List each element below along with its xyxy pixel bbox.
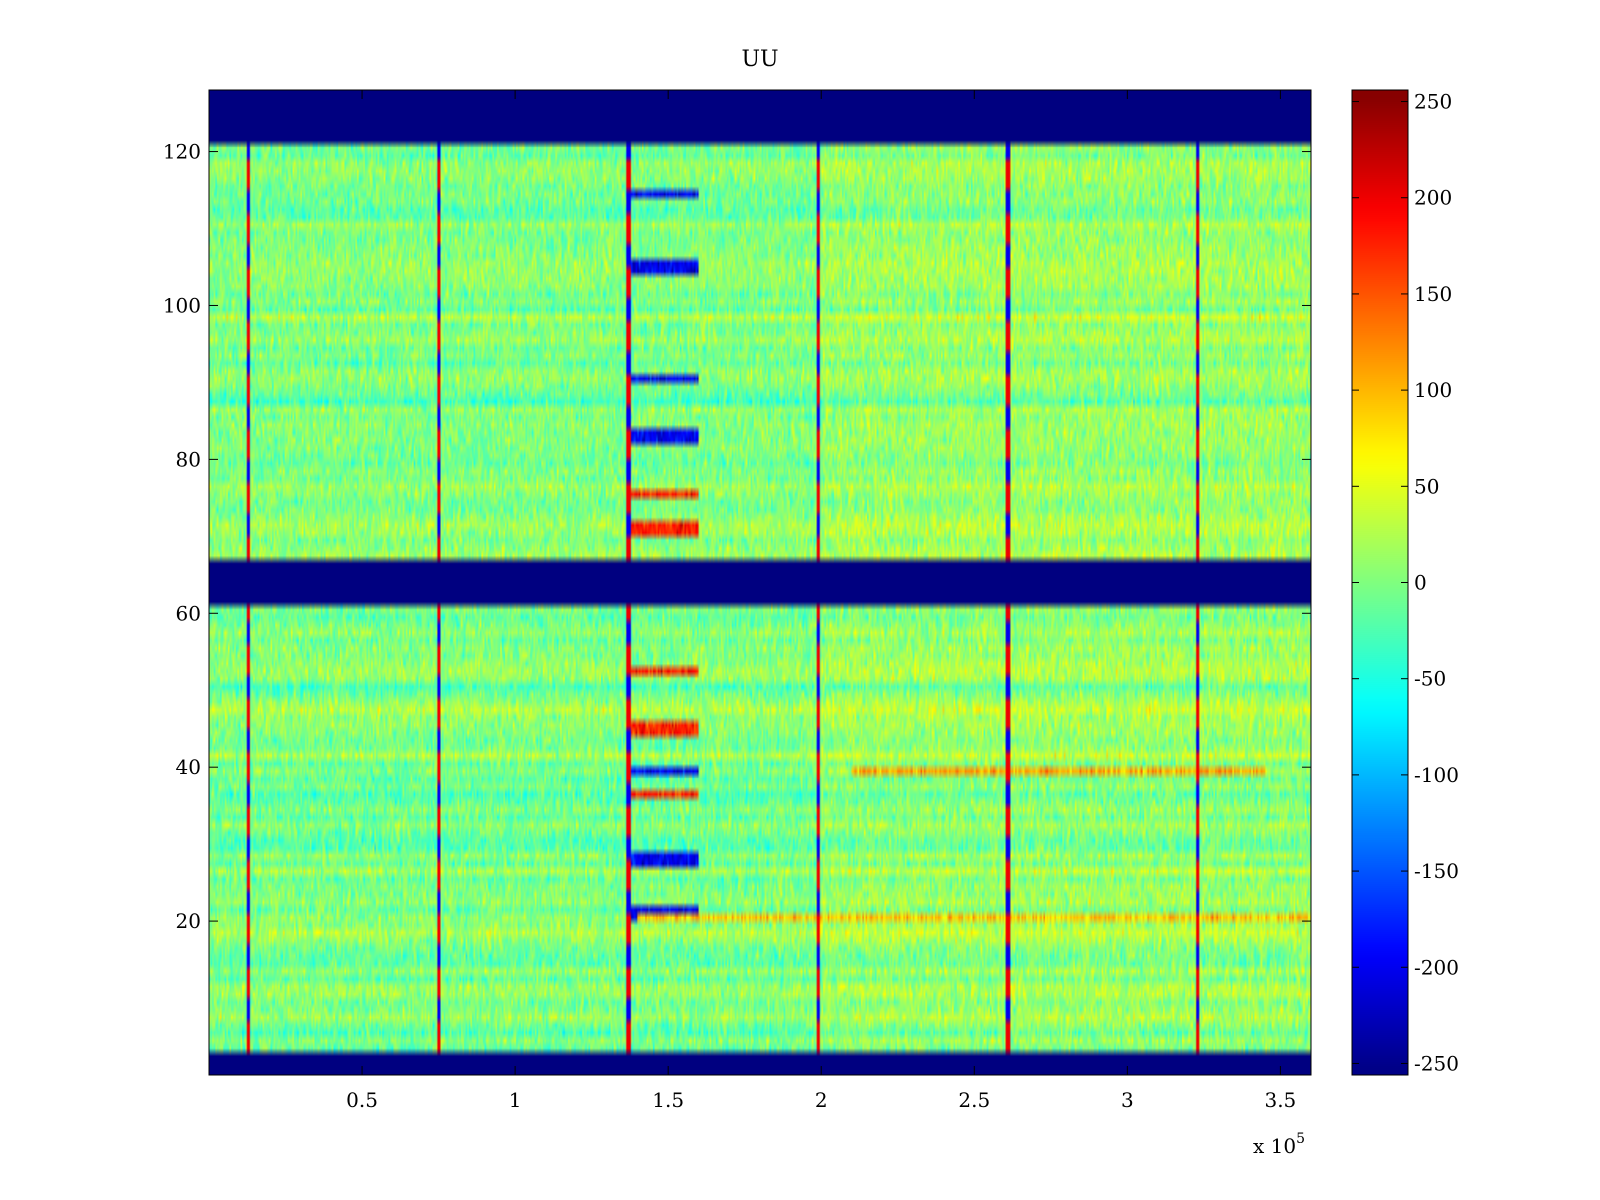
x-axis: 0.5 1 1.5 2 2.5 3 3.5 xyxy=(346,90,1296,1112)
chart-title: UU xyxy=(741,47,778,72)
heatmap-image xyxy=(209,90,1311,1075)
y-axis: 20 40 60 80 100 120 xyxy=(163,140,1311,933)
x-tick-label: 1.5 xyxy=(652,1088,684,1112)
y-tick-label: 80 xyxy=(176,447,201,471)
plot-area: 0.5 1 1.5 2 2.5 3 3.5 20 40 60 80 100 120 x 105 xyxy=(163,89,1312,1158)
x-tick-label: 3 xyxy=(1121,1088,1134,1112)
colorbar-tick-label: -100 xyxy=(1414,763,1459,787)
x-tick-label: 3.5 xyxy=(1264,1088,1296,1112)
x-axis-multiplier: x 105 xyxy=(1253,1131,1305,1158)
colorbar-tick-label: 200 xyxy=(1414,186,1452,210)
y-tick-label: 20 xyxy=(176,909,201,933)
y-tick-label: 40 xyxy=(176,755,201,779)
colorbar-tick-label: -250 xyxy=(1414,1051,1459,1075)
y-tick-label: 60 xyxy=(176,601,201,625)
colorbar-tick-label: 150 xyxy=(1414,282,1452,306)
plot-frame xyxy=(208,89,1312,1076)
colorbar-tick-label: 50 xyxy=(1414,474,1439,498)
colorbar-axis: 250 200 150 100 50 0 -50 -100 -150 -200 -250 xyxy=(1352,90,1459,1075)
colorbar-tick-label: 100 xyxy=(1414,378,1452,402)
x-tick-label: 2 xyxy=(815,1088,828,1112)
x-tick-label: 2.5 xyxy=(958,1088,990,1112)
colorbar-tick-label: -50 xyxy=(1414,667,1446,691)
colorbar-tick-label: 250 xyxy=(1414,90,1452,114)
x-tick-label: 1 xyxy=(509,1088,522,1112)
colorbar-tick-label: 0 xyxy=(1414,571,1427,595)
y-tick-label: 100 xyxy=(163,293,201,317)
colorbar-gradient xyxy=(1352,90,1408,1075)
colorbar-tick-label: -150 xyxy=(1414,859,1459,883)
colorbar: 250 200 150 100 50 0 -50 -100 -150 -200 -250 xyxy=(1351,89,1459,1076)
colorbar-tick-label: -200 xyxy=(1414,955,1459,979)
x-tick-label: 0.5 xyxy=(346,1088,378,1112)
y-tick-label: 120 xyxy=(163,140,201,164)
